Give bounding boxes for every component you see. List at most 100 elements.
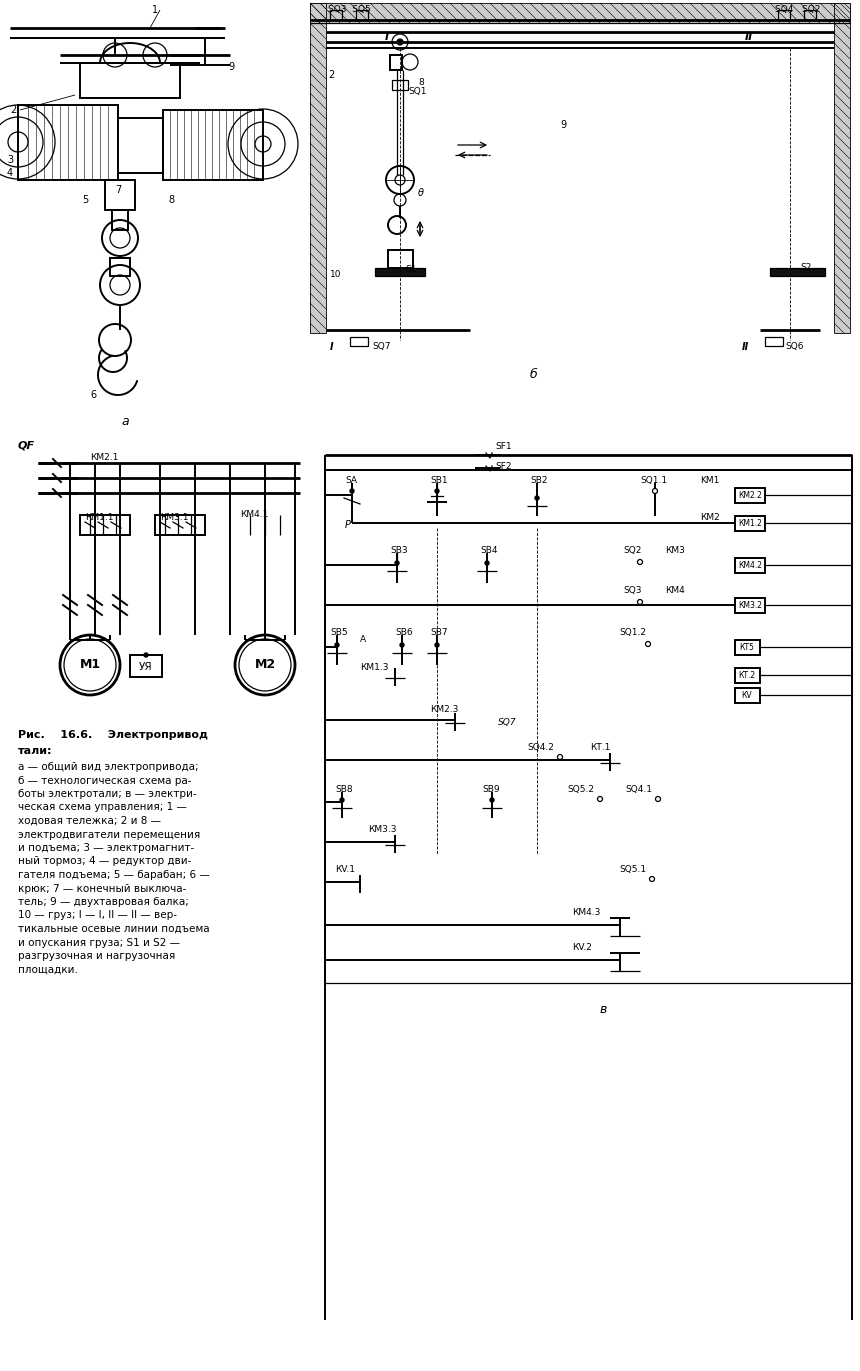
Circle shape [395, 561, 399, 565]
Text: SB3: SB3 [390, 546, 408, 555]
Bar [80, 63, 180, 97]
Bar [804, 10, 816, 21]
Text: S1: S1 [405, 265, 416, 274]
Circle shape [557, 754, 562, 760]
Text: SB1: SB1 [430, 476, 447, 485]
Text: 9: 9 [560, 121, 566, 130]
Text: ный тормоз; 4 — редуктор дви-: ный тормоз; 4 — редуктор дви- [18, 857, 192, 866]
Text: КМ1.3: КМ1.3 [360, 664, 389, 672]
Text: II: II [742, 341, 749, 352]
Text: КV.2: КV.2 [572, 943, 592, 951]
Text: разгрузочная и нагрузочная: разгрузочная и нагрузочная [18, 951, 175, 961]
Text: КV.1: КV.1 [335, 865, 355, 873]
Text: SQ5.2: SQ5.2 [567, 786, 594, 794]
Text: A: A [360, 635, 366, 644]
Bar [130, 655, 162, 677]
Text: SQ6: SQ6 [785, 341, 803, 351]
Circle shape [653, 488, 658, 494]
Text: КТ.2: КТ.2 [739, 672, 756, 680]
Text: SF1: SF1 [495, 441, 512, 451]
Bar [80, 515, 130, 535]
Circle shape [340, 798, 344, 802]
Text: КМ4: КМ4 [665, 585, 685, 595]
Bar [310, 3, 326, 333]
Text: S2: S2 [800, 263, 811, 271]
Text: 8: 8 [168, 195, 174, 206]
Text: КМ4.3: КМ4.3 [572, 908, 600, 917]
Text: М2: М2 [255, 658, 275, 672]
Circle shape [144, 653, 148, 657]
Text: II: II [745, 32, 753, 43]
Bar [375, 267, 425, 276]
Bar [105, 180, 135, 210]
Bar [350, 337, 368, 345]
Bar [356, 10, 368, 21]
Text: б: б [530, 367, 538, 381]
Text: Рис.    16.6.    Электропривод: Рис. 16.6. Электропривод [18, 729, 208, 740]
Bar [735, 488, 765, 503]
Circle shape [350, 489, 354, 494]
Circle shape [398, 40, 402, 44]
Text: тель; 9 — двухтавровая балка;: тель; 9 — двухтавровая балка; [18, 897, 189, 908]
Circle shape [637, 599, 642, 605]
Text: SB4: SB4 [480, 546, 497, 555]
Text: SQ1.1: SQ1.1 [640, 476, 667, 485]
Circle shape [598, 797, 603, 802]
Bar [163, 110, 263, 180]
Bar [118, 118, 163, 173]
Text: и подъема; 3 — электромагнит-: и подъема; 3 — электромагнит- [18, 843, 194, 853]
Text: тали:: тали: [18, 746, 52, 755]
Text: 1: 1 [152, 5, 158, 15]
Text: КМ2.3: КМ2.3 [430, 705, 458, 714]
Circle shape [535, 496, 539, 500]
Bar [735, 515, 765, 531]
Bar [735, 598, 765, 613]
Text: SB9: SB9 [482, 786, 500, 794]
Circle shape [400, 643, 404, 647]
Text: SB7: SB7 [430, 628, 447, 638]
Text: УЯ: УЯ [139, 662, 153, 672]
Circle shape [485, 561, 489, 565]
Text: I: I [385, 32, 389, 43]
Text: SQ1.2: SQ1.2 [619, 628, 646, 638]
Text: КV: КV [741, 691, 752, 701]
Text: 5: 5 [82, 195, 89, 206]
Text: SQ4.1: SQ4.1 [625, 786, 652, 794]
Text: ческая схема управления; 1 —: ческая схема управления; 1 — [18, 802, 187, 813]
Text: М1: М1 [79, 658, 101, 672]
Bar [155, 515, 205, 535]
Text: SQ5.1: SQ5.1 [619, 865, 646, 873]
Text: а: а [121, 415, 129, 428]
Text: 4: 4 [7, 169, 13, 178]
Text: КМ3: КМ3 [665, 546, 685, 555]
Text: ходовая тележка; 2 и 8 —: ходовая тележка; 2 и 8 — [18, 816, 161, 825]
Circle shape [646, 642, 650, 647]
Bar [735, 668, 760, 683]
Text: SA: SA [345, 476, 357, 485]
Text: КМ3.1: КМ3.1 [160, 513, 188, 522]
Text: SB8: SB8 [335, 786, 353, 794]
Bar [112, 210, 128, 230]
Text: 3: 3 [7, 155, 13, 165]
Text: КТ.1: КТ.1 [590, 743, 611, 753]
Text: KМ1: KМ1 [700, 476, 719, 485]
Text: электродвигатели перемещения: электродвигатели перемещения [18, 829, 200, 839]
Text: а — общий вид электропривода;: а — общий вид электропривода; [18, 762, 199, 772]
Bar [765, 337, 783, 345]
Text: 2: 2 [10, 106, 16, 115]
Text: и опускания груза; S1 и S2 —: и опускания груза; S1 и S2 — [18, 938, 180, 947]
Circle shape [655, 797, 660, 802]
Text: 2: 2 [328, 70, 335, 80]
Text: 7: 7 [115, 185, 121, 195]
Text: КТ5: КТ5 [740, 643, 754, 653]
Text: SQ4.2: SQ4.2 [527, 743, 554, 753]
Text: 8: 8 [418, 78, 424, 86]
Text: SB2: SB2 [530, 476, 548, 485]
Circle shape [649, 876, 654, 882]
Text: Р: Р [345, 520, 351, 531]
Circle shape [335, 643, 339, 647]
Text: SQ3: SQ3 [623, 585, 642, 595]
Text: SQ4   SQ2: SQ4 SQ2 [775, 5, 820, 14]
Text: боты электротали; в — электри-: боты электротали; в — электри- [18, 788, 197, 799]
Text: КМ2.1: КМ2.1 [90, 452, 119, 462]
